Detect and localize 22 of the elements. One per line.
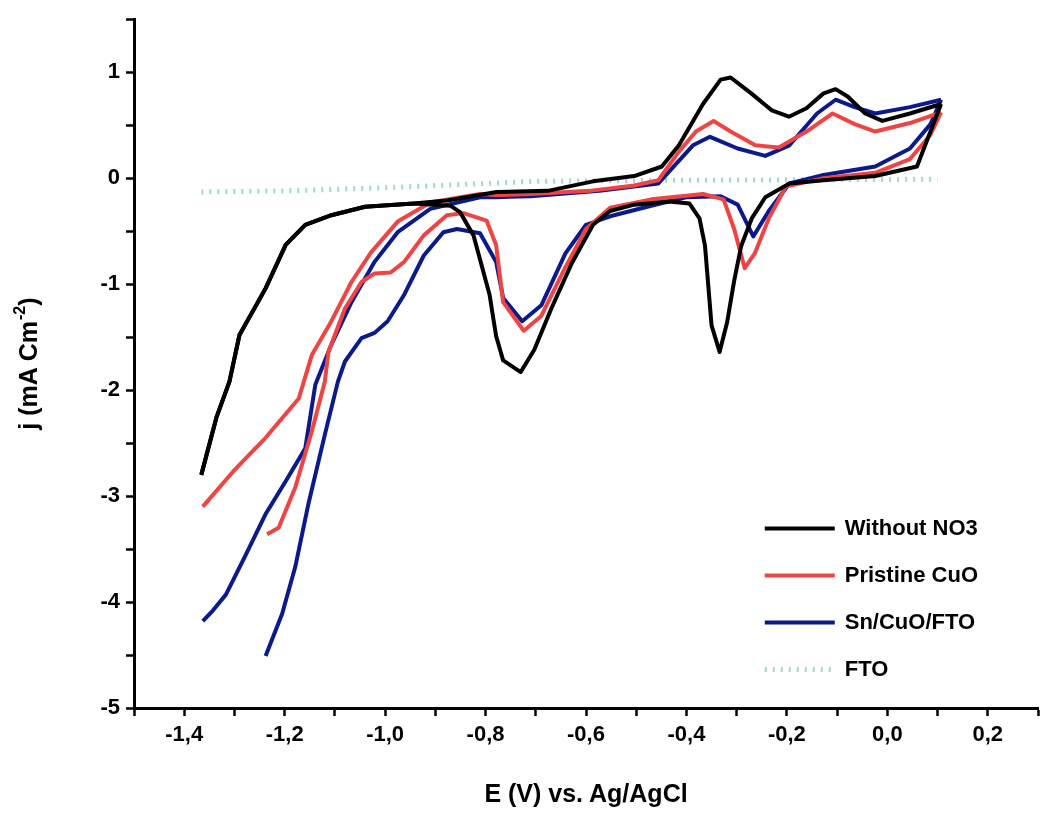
x-axis-title: E (V) vs. Ag/AgCl [484,778,688,807]
x-tick-label: 0,0 [872,721,903,747]
legend-label: Sn/CuO/FTO [844,608,976,634]
y-tick-label: -5 [100,694,120,720]
y-tick-label: -4 [100,588,121,614]
x-tick-label: -1,4 [165,721,204,747]
x-tick-label: -0,4 [667,721,707,747]
legend-label: Without NO3 [844,514,978,540]
legend-label: FTO [844,655,889,681]
x-tick-label: -1,0 [366,721,405,747]
x-tick-label: -0,2 [767,721,806,747]
y-axis-title: j (mA Cm-2) [11,297,42,431]
x-tick-label: -1,2 [265,721,304,747]
y-tick-label: -1 [100,270,120,296]
legend-label: Pristine CuO [844,561,978,587]
y-tick-label: -3 [100,482,120,508]
y-tick-label: 1 [107,58,120,84]
y-tick-label: -2 [100,376,120,402]
x-tick-label: -0,8 [466,721,505,747]
x-tick-label: -0,6 [567,721,605,747]
y-tick-label: 0 [107,164,120,190]
x-tick-label: 0,2 [972,721,1004,747]
